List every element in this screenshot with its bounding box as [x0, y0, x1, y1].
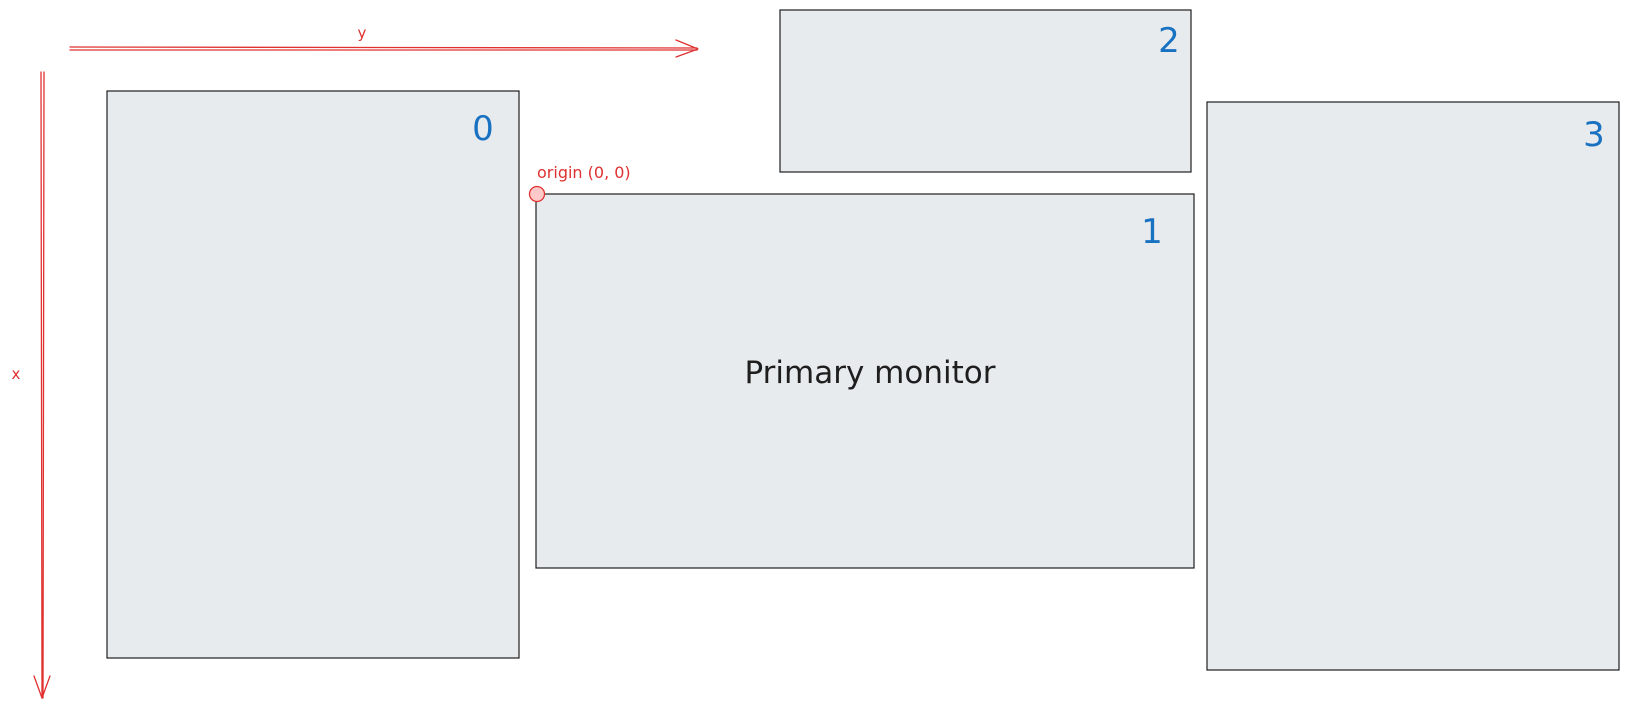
monitor-2-screen	[779, 9, 1192, 173]
origin-marker: origin (0, 0)	[528, 163, 631, 203]
y-axis-arrowhead-icon	[675, 39, 699, 58]
monitor-1: 1 Primary monitor	[535, 193, 1195, 569]
monitor-3: 3	[1206, 101, 1620, 671]
monitor-2-number: 2	[1158, 21, 1180, 61]
monitor-3-number: 3	[1583, 115, 1605, 155]
y-axis-label: y	[358, 24, 367, 42]
monitor-0-number: 0	[472, 109, 494, 149]
monitor-0-screen	[106, 90, 520, 659]
x-axis-label: x	[12, 365, 21, 383]
monitor-3-screen	[1206, 101, 1620, 671]
monitor-0: 0	[106, 90, 520, 659]
origin-label: origin (0, 0)	[537, 163, 631, 182]
x-axis: x	[12, 71, 51, 699]
origin-dot-icon	[528, 185, 546, 203]
x-axis-line	[40, 71, 45, 699]
x-axis-arrowhead-icon	[33, 675, 51, 699]
primary-monitor-label: Primary monitor	[745, 355, 996, 391]
monitor-1-screen	[535, 193, 1195, 569]
y-axis: y	[69, 24, 699, 58]
monitor-2: 2	[779, 9, 1192, 173]
monitor-1-number: 1	[1141, 212, 1163, 252]
y-axis-line	[69, 46, 698, 51]
